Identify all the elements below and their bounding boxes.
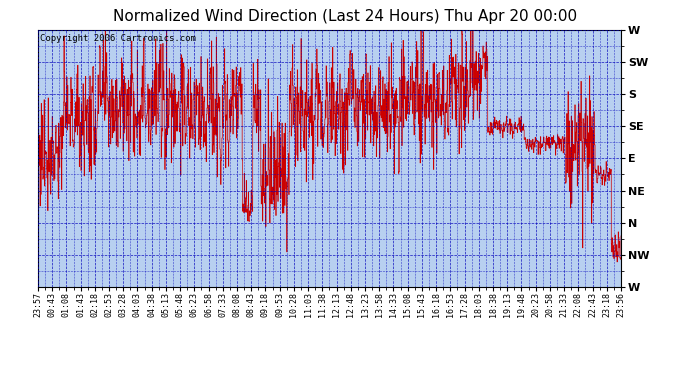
Text: Normalized Wind Direction (Last 24 Hours) Thu Apr 20 00:00: Normalized Wind Direction (Last 24 Hours… [113,9,577,24]
Text: Copyright 2006 Cartronics.com: Copyright 2006 Cartronics.com [40,34,195,43]
